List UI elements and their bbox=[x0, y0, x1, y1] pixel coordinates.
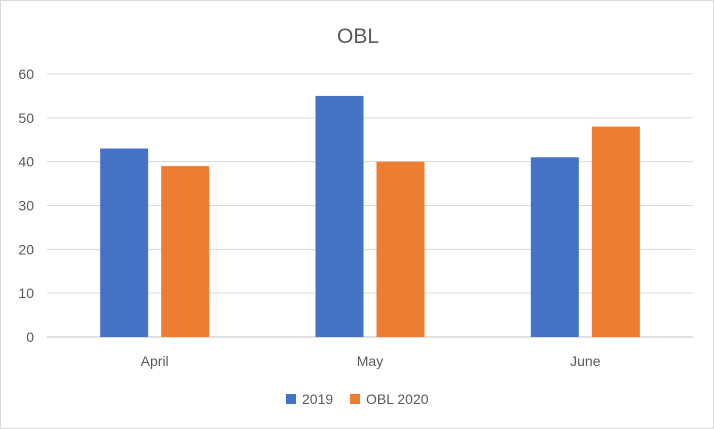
y-tick-label: 10 bbox=[18, 285, 34, 301]
x-axis-tick-labels: April May June bbox=[141, 353, 601, 369]
y-tick-label: 20 bbox=[18, 241, 34, 257]
y-axis-tick-labels: 0 10 20 30 40 50 60 bbox=[18, 66, 34, 345]
legend-label: 2019 bbox=[302, 391, 333, 407]
bar-2019-june bbox=[530, 157, 579, 337]
x-tick-label: April bbox=[141, 353, 169, 369]
gridlines bbox=[47, 73, 693, 338]
y-tick-label: 30 bbox=[18, 198, 34, 214]
x-tick-label: June bbox=[570, 353, 601, 369]
bar-obl-2020-may bbox=[376, 161, 425, 337]
legend-swatch bbox=[350, 394, 360, 404]
y-tick-label: 0 bbox=[26, 329, 34, 345]
chart-title: OBL bbox=[337, 25, 379, 48]
legend-label: OBL 2020 bbox=[366, 391, 429, 407]
bar-obl-2020-june bbox=[591, 126, 640, 337]
bar-2019-april bbox=[100, 148, 149, 337]
x-tick-label: May bbox=[357, 353, 383, 369]
legend: 2019 OBL 2020 bbox=[286, 391, 429, 407]
bar-obl-2020-april bbox=[161, 166, 210, 337]
y-tick-label: 60 bbox=[18, 66, 34, 82]
y-tick-label: 50 bbox=[18, 110, 34, 126]
legend-swatch bbox=[286, 394, 296, 404]
bars bbox=[100, 95, 640, 338]
y-tick-label: 40 bbox=[18, 154, 34, 170]
bar-2019-may bbox=[315, 95, 364, 338]
